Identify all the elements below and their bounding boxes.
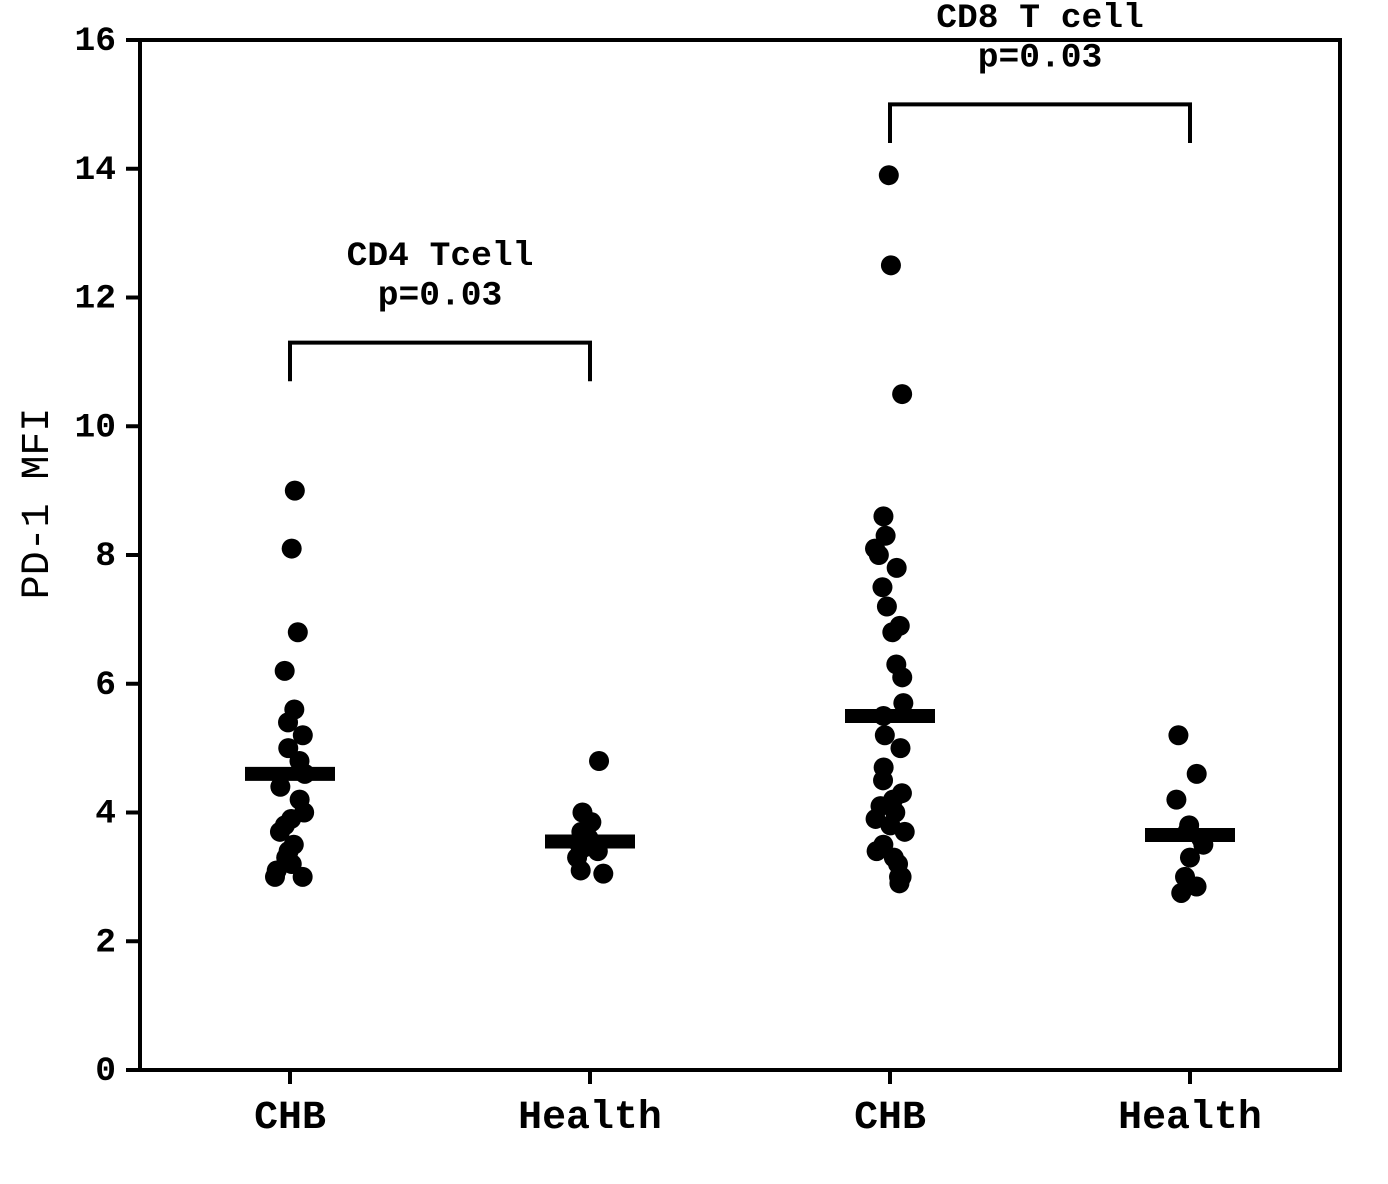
- data-point: [285, 481, 305, 501]
- data-point: [290, 790, 310, 810]
- y-tick-label: 16: [74, 22, 116, 61]
- data-point: [881, 255, 901, 275]
- y-tick-label: 0: [95, 1052, 116, 1091]
- data-point: [875, 725, 895, 745]
- data-point: [572, 803, 592, 823]
- y-tick-label: 14: [74, 151, 116, 190]
- data-point: [1187, 764, 1207, 784]
- cd8-bracket: [890, 104, 1190, 143]
- data-point: [892, 384, 912, 404]
- pd1-mfi-strip-plot: 0 2 4 6 8 10 12 14 16 PD-1 MFI CHB Health CHB Health C…: [0, 0, 1388, 1184]
- y-tick-label: 12: [74, 280, 116, 319]
- data-point: [873, 835, 893, 855]
- y-tick-label: 10: [74, 408, 116, 447]
- data-point: [879, 165, 899, 185]
- data-point: [589, 751, 609, 771]
- y-tick-label: 6: [95, 666, 116, 705]
- data-point: [877, 597, 897, 617]
- data-point: [872, 577, 892, 597]
- cd8-bracket-label: CD8 T cell: [936, 0, 1144, 38]
- data-point: [874, 757, 894, 777]
- data-point: [887, 558, 907, 578]
- data-point: [886, 654, 906, 674]
- data-point: [1166, 790, 1186, 810]
- x-tick-label: Health: [1118, 1095, 1262, 1140]
- x-tick-label: CHB: [854, 1095, 926, 1140]
- data-point: [275, 661, 295, 681]
- data-point: [890, 738, 910, 758]
- data-point: [593, 864, 613, 884]
- y-axis-label: PD-1 MFI: [15, 408, 60, 600]
- x-tick-label: Health: [518, 1095, 662, 1140]
- cd4-bracket: [290, 343, 590, 382]
- data-point: [873, 506, 893, 526]
- y-tick-label: 8: [95, 537, 116, 576]
- data-point: [1175, 867, 1195, 887]
- data-point: [282, 539, 302, 559]
- data-point: [284, 700, 304, 720]
- x-tick-label: CHB: [254, 1095, 326, 1140]
- data-point: [892, 783, 912, 803]
- y-tick-label: 2: [95, 923, 116, 962]
- data-point: [890, 616, 910, 636]
- data-point: [1168, 725, 1188, 745]
- data-point: [288, 622, 308, 642]
- data-point: [876, 526, 896, 546]
- cd4-bracket-label: p=0.03: [378, 277, 503, 316]
- cd8-bracket-label: p=0.03: [978, 39, 1103, 78]
- y-tick-label: 4: [95, 795, 116, 834]
- cd4-bracket-label: CD4 Tcell: [347, 237, 534, 276]
- plot-frame: [140, 40, 1340, 1070]
